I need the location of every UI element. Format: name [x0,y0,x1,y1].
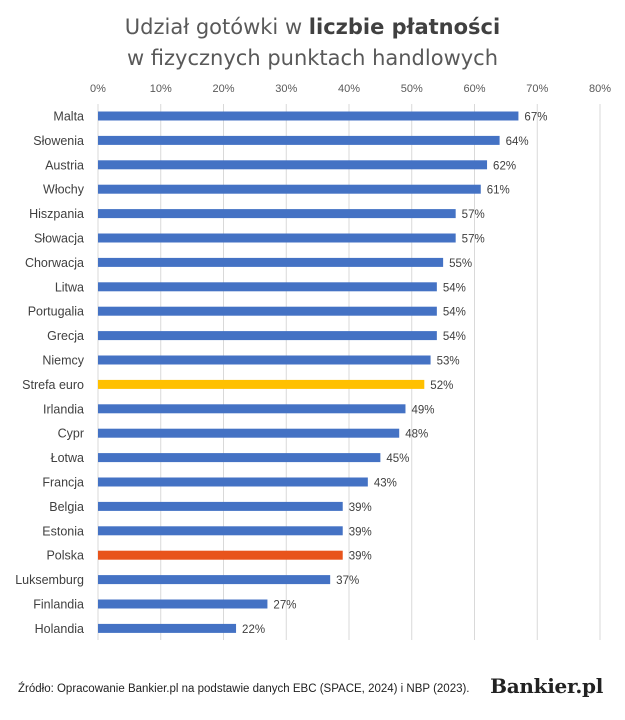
category-label: Belgia [49,500,84,514]
bar [98,453,381,463]
x-tick-label: 0% [90,83,106,95]
value-label: 49% [411,404,434,416]
x-tick-label: 20% [212,83,234,95]
x-tick-label: 60% [463,83,485,95]
bar [98,575,331,585]
value-label: 55% [449,258,472,270]
x-tick-label: 50% [401,83,423,95]
x-tick-label: 80% [589,83,611,95]
value-label: 39% [349,551,372,563]
x-tick-label: 40% [338,83,360,95]
value-label: 22% [242,624,265,636]
value-label: 37% [336,575,359,587]
category-label: Irlandia [43,402,84,416]
category-label: Francja [42,476,84,490]
value-label: 48% [405,429,428,441]
category-label: Malta [53,110,84,124]
category-label: Niemcy [42,354,84,368]
bar [98,331,437,341]
bar [98,209,456,219]
x-tick-label: 70% [526,83,548,95]
category-label: Chorwacja [25,256,84,270]
value-label: 54% [443,282,466,294]
bar [98,111,519,121]
value-label: 62% [493,160,516,172]
category-label: Holandia [35,622,84,636]
category-label: Włochy [43,183,85,197]
category-label: Słowacja [34,232,84,246]
bar [98,184,481,194]
value-label: 54% [443,307,466,319]
x-tick-label: 10% [150,83,172,95]
bar [98,599,268,609]
bar [98,623,237,633]
x-tick-label: 30% [275,83,297,95]
category-label: Luksemburg [15,573,84,587]
category-label: Portugalia [28,305,84,319]
bar [98,404,406,414]
bar [98,233,456,243]
category-label: Łotwa [51,451,84,465]
bar [98,282,437,292]
value-label: 57% [462,234,485,246]
value-label: 39% [349,502,372,514]
bar [98,135,500,145]
value-label: 64% [506,136,529,148]
bar [98,257,444,267]
value-label: 45% [386,453,409,465]
category-label: Strefa euro [22,378,84,392]
title-normal: Udział gotówki w [124,15,309,39]
chart-title-line1: Udział gotówki w liczbie płatności [0,12,625,43]
category-label: Hiszpania [29,207,84,221]
value-label: 39% [349,526,372,538]
value-label: 27% [273,600,296,612]
value-label: 53% [437,356,460,368]
bars [98,111,519,633]
category-label: Grecja [47,329,84,343]
value-label: 43% [374,478,397,490]
x-tick-labels: 0% 10% 20% 30% 40% 50% 60% 70% 80% [90,83,611,95]
category-label: Litwa [55,280,84,294]
value-label: 61% [487,185,510,197]
bar [98,355,431,365]
bar [98,428,400,438]
value-label: 57% [462,209,485,221]
bar [98,306,437,316]
value-label: 54% [443,331,466,343]
category-label: Austria [45,158,84,172]
chart-title-line2: w fizycznych punktach handlowych [126,46,499,70]
bar [98,501,343,511]
bar [98,526,343,536]
chart-title: Udział gotówki w liczbie płatności w fiz… [0,12,625,74]
category-label: Finlandia [33,598,84,612]
category-labels: Malta Słowenia Austria Włochy Hiszpania Słowa… [15,110,85,636]
bar [98,379,425,389]
bar [98,550,343,560]
category-label: Polska [46,549,84,563]
category-label: Estonia [42,524,84,538]
source-note: Źródło: Opracowanie Bankier.pl na podsta… [18,683,470,695]
value-labels: 67%64%62%61%57%57%55%54%54%54%53%52%49%4… [242,112,547,636]
title-bold: liczbie płatności [308,15,501,39]
category-label: Słowenia [33,134,84,148]
value-label: 67% [524,112,547,124]
value-label: 52% [430,380,453,392]
category-label: Cypr [58,427,84,441]
bar [98,160,488,170]
bar [98,477,368,487]
bankier-logo: Bankier.pl [490,674,603,698]
